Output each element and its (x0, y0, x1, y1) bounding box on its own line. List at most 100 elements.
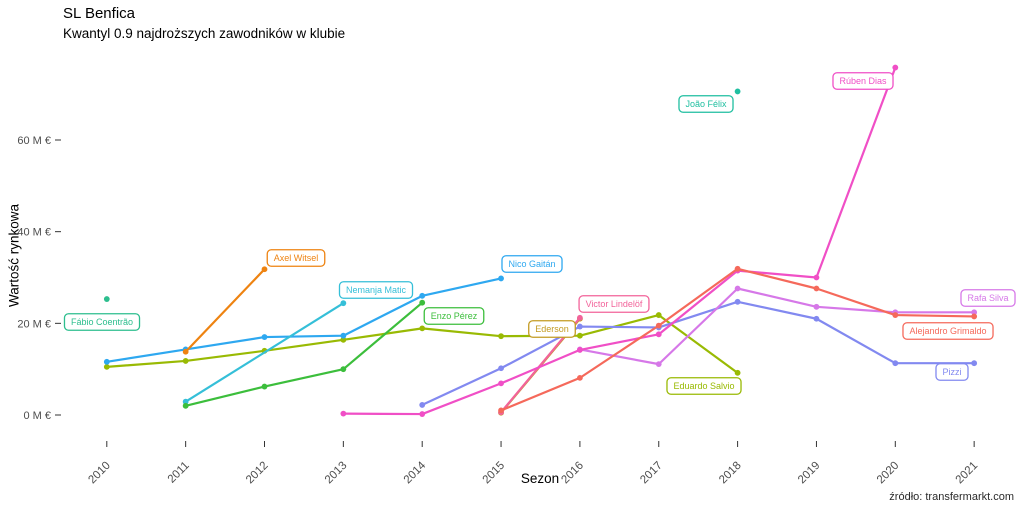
series-label: Rúben Dias (832, 72, 894, 90)
series-line (184, 301, 424, 407)
series-label-box (935, 363, 969, 381)
series-label-text: Nemanja Matic (346, 285, 407, 295)
series-label-text: Nico Gaitán (508, 259, 555, 269)
series-label: Victor Lindelöf (578, 295, 650, 313)
data-point (498, 407, 504, 414)
series-label-text: Eduardo Salvio (673, 381, 734, 391)
series-line (578, 287, 976, 366)
series-label-box (63, 313, 141, 331)
data-point (813, 303, 820, 310)
x-tick-label: 2011 (166, 460, 192, 486)
data-point (498, 275, 504, 282)
series-label: Alejandro Grimaldo (902, 322, 994, 340)
series-label-box (338, 281, 414, 299)
data-point (734, 285, 741, 292)
data-point (340, 332, 347, 339)
x-tick-label: 2012 (244, 460, 271, 487)
x-axis-title: Sezon (520, 471, 560, 486)
data-point (419, 299, 426, 306)
series-label-text: Victor Lindelöf (586, 299, 643, 309)
data-point (971, 313, 978, 320)
series-label-box (960, 289, 1016, 307)
data-point (182, 402, 189, 409)
series-line (105, 277, 503, 363)
x-tick-label: 2021 (954, 460, 981, 487)
x-tick-label: 2014 (402, 459, 429, 486)
data-point (419, 292, 426, 299)
series-label-text: Rúben Dias (839, 76, 887, 86)
data-point (182, 348, 189, 355)
x-tick-label: 2020 (875, 460, 902, 487)
data-point (813, 285, 820, 292)
series-label-box (666, 377, 742, 395)
x-tick-label: 2010 (86, 460, 113, 487)
x-tick-label: 2017 (638, 460, 665, 487)
data-point (261, 383, 268, 390)
y-tick-label: 60 M € (17, 135, 51, 147)
series-label-box (902, 322, 994, 340)
series-line (105, 313, 739, 374)
series-label-text: Fábio Coentrão (71, 317, 133, 327)
y-axis-title: Wartość rynkowa (6, 203, 22, 308)
source-note: źródło: transfermarkt.com (889, 491, 1014, 503)
data-point (182, 358, 189, 364)
series-label-box (423, 307, 485, 325)
series-label: Nico Gaitán (501, 255, 563, 273)
series-label-box (266, 249, 326, 267)
data-point (103, 363, 110, 370)
data-point (419, 411, 426, 417)
x-tick-label: 2019 (796, 460, 823, 487)
series-line (342, 66, 897, 416)
x-tick-label: 2013 (323, 460, 350, 487)
data-point (419, 325, 426, 332)
series-line (421, 300, 976, 407)
data-point (577, 347, 583, 353)
series-label: Ederson (528, 320, 576, 338)
data-point (655, 331, 662, 338)
series-label-box (528, 320, 576, 338)
data-point (971, 360, 978, 367)
data-point (734, 298, 741, 305)
data-point (103, 358, 110, 365)
series-label-box (832, 72, 894, 90)
series-label-box (578, 295, 650, 313)
y-tick-label: 20 M € (17, 318, 51, 330)
series-label: Rafa Silva (960, 289, 1016, 307)
data-point (813, 315, 820, 322)
series-label: Nemanja Matic (338, 281, 414, 299)
data-point (655, 361, 662, 368)
data-point (498, 365, 504, 372)
data-point (498, 333, 504, 340)
series-label-text: Axel Witsel (274, 253, 319, 263)
data-point (577, 332, 583, 339)
data-point (340, 366, 347, 373)
data-point (892, 312, 899, 318)
data-point (892, 64, 899, 71)
y-tick-label: 40 M € (17, 227, 51, 239)
data-point (340, 410, 347, 417)
data-point (813, 274, 820, 281)
series-label: Eduardo Salvio (666, 377, 742, 395)
data-point (261, 334, 268, 340)
series-label: Pizzi (935, 363, 969, 381)
data-point (577, 323, 583, 330)
series-label-text: João Félix (685, 99, 727, 109)
y-tick-label: 0 M € (23, 410, 51, 422)
data-point (182, 398, 189, 405)
series-label: Enzo Pérez (423, 307, 485, 325)
data-point (498, 380, 504, 387)
data-point (734, 369, 741, 376)
chart-title: SL Benfica (63, 5, 135, 22)
data-point (577, 374, 583, 381)
series-line (184, 302, 345, 403)
data-point (655, 312, 662, 318)
series-label: João Félix (678, 95, 734, 113)
data-point (103, 296, 110, 302)
series-label: Fábio Coentrão (63, 313, 141, 331)
data-point (734, 265, 741, 272)
series-label-text: Ederson (535, 324, 569, 334)
data-point (577, 314, 583, 321)
series-label-text: Rafa Silva (967, 293, 1008, 303)
